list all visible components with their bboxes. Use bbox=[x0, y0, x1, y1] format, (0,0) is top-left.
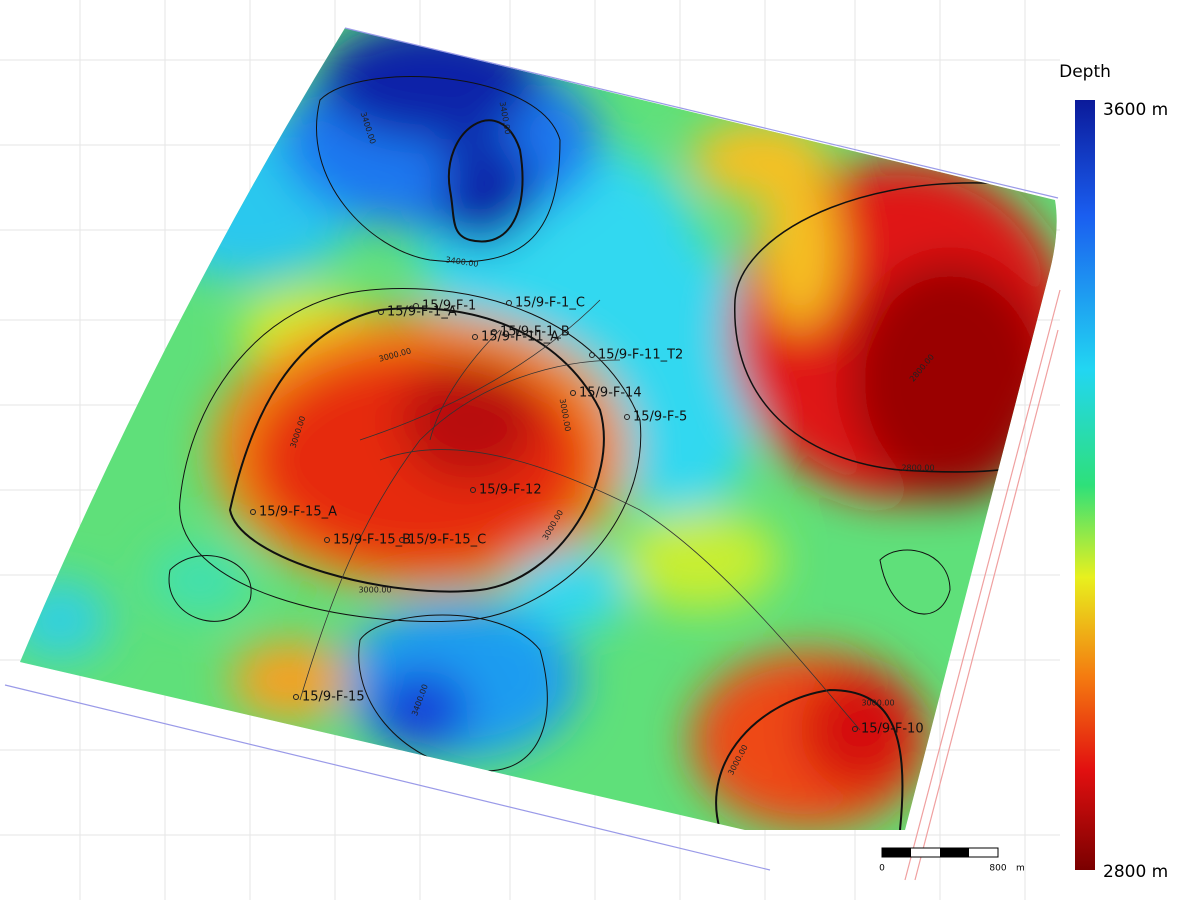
survey-boundaries bbox=[4, 27, 1061, 881]
well-marker bbox=[470, 487, 476, 493]
scale-start: 0 bbox=[879, 864, 885, 874]
wells: 15/9-F-1_A15/9-F-1 15/9-F-1_C15/9-F-1_B15… bbox=[250, 296, 924, 737]
well-label: 15/9-F-15_A bbox=[259, 505, 337, 520]
well-marker bbox=[624, 414, 630, 420]
legend-title: Depth bbox=[1059, 62, 1111, 82]
contour-label: 3000.00 bbox=[358, 586, 391, 595]
well-label: 15/9-F-1 bbox=[422, 299, 476, 314]
scale-bar: 0 800 m bbox=[879, 847, 1025, 874]
contour-label: 3000.00 bbox=[861, 699, 894, 708]
well-marker bbox=[250, 509, 256, 515]
legend-bottom-label: 2800 m bbox=[1103, 862, 1168, 882]
well-marker bbox=[589, 352, 595, 358]
well-label: 15/9-F-14 bbox=[579, 386, 642, 401]
contour-lines bbox=[168, 76, 1056, 830]
well-marker bbox=[472, 334, 478, 340]
well-marker bbox=[378, 309, 384, 315]
well-marker bbox=[413, 303, 419, 309]
scale-end: 800 bbox=[989, 864, 1006, 874]
well-label: 15/9-F-1_C bbox=[515, 296, 585, 311]
well-label: 15/9-F-15_B bbox=[333, 533, 411, 548]
scale-bar-segment bbox=[940, 848, 969, 857]
well-label: 15/9-F-12 bbox=[479, 483, 542, 498]
well-label: 15/9-F-1_B bbox=[500, 325, 570, 340]
well-label: 15/9-F-5 bbox=[633, 410, 687, 425]
contour-label: 2800.00 bbox=[901, 464, 934, 473]
scale-unit: m bbox=[1016, 864, 1025, 874]
colorbar bbox=[1075, 100, 1095, 870]
well-marker bbox=[852, 726, 858, 732]
well-marker bbox=[293, 694, 299, 700]
well-label: 15/9-F-11_T2 bbox=[598, 348, 683, 363]
legend-top-label: 3600 m bbox=[1103, 100, 1168, 120]
well-marker bbox=[491, 329, 497, 335]
well-label: 15/9-F-11_A bbox=[481, 330, 559, 345]
well-label: 15/9-F-1_A bbox=[387, 305, 457, 320]
well-marker bbox=[506, 300, 512, 306]
well-marker bbox=[399, 537, 405, 543]
well-marker bbox=[570, 390, 576, 396]
well-marker bbox=[324, 537, 330, 543]
scale-bar-segment bbox=[882, 848, 911, 857]
well-label: 15/9-F-15 bbox=[302, 690, 365, 705]
well-label: 15/9-F-10 bbox=[861, 722, 924, 737]
well-label: 15/9-F-15_C bbox=[408, 533, 486, 548]
